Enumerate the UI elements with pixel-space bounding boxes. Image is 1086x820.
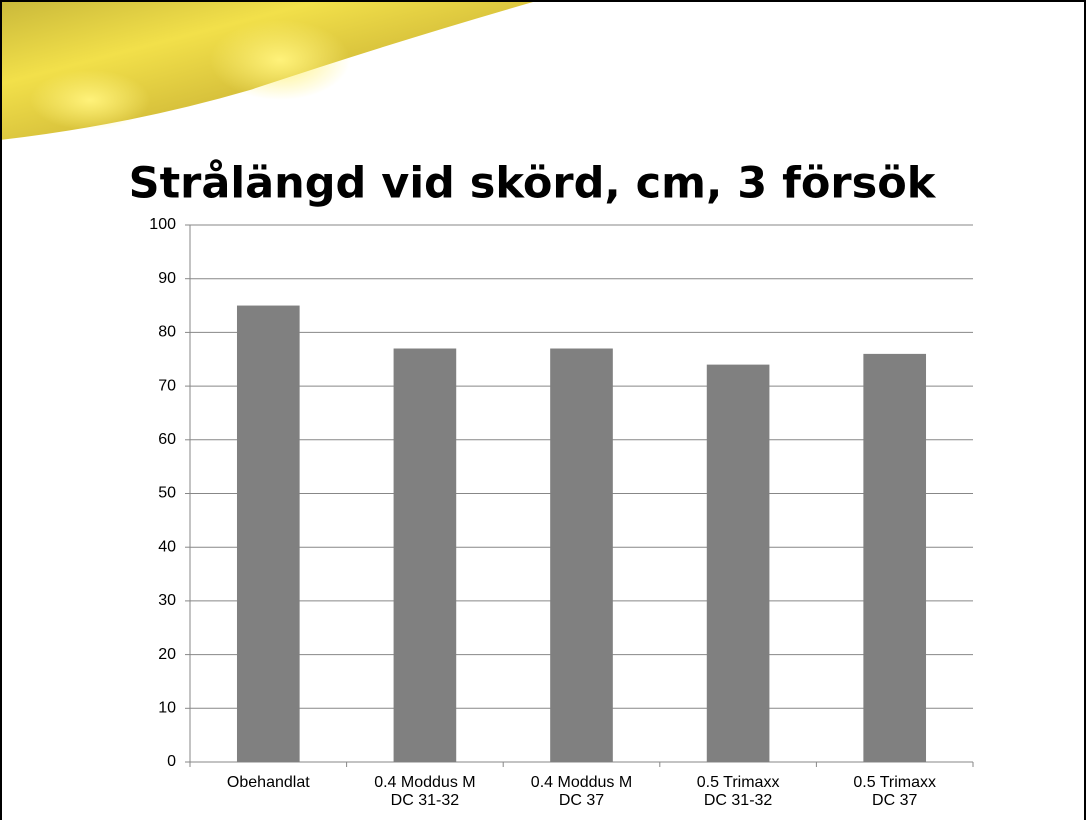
bar — [550, 349, 613, 762]
y-tick-label: 70 — [158, 377, 176, 394]
y-tick-label: 0 — [167, 753, 176, 770]
bar — [707, 365, 770, 762]
bar — [394, 349, 457, 762]
y-tick-label: 20 — [158, 646, 176, 663]
y-tick-label: 100 — [149, 216, 176, 233]
bar — [863, 354, 926, 762]
x-tick-label: Obehandlat — [227, 774, 310, 791]
y-tick-label: 60 — [158, 431, 176, 448]
y-tick-label: 50 — [158, 485, 176, 502]
y-tick-label: 10 — [158, 700, 176, 717]
page: {"chart_data": {"type": "bar", "title": … — [0, 0, 1086, 820]
y-tick-label: 30 — [158, 592, 176, 609]
y-tick-label: 90 — [158, 270, 176, 287]
header-image-highlight — [30, 70, 150, 130]
header-image-highlight — [210, 20, 350, 100]
y-tick-label: 40 — [158, 538, 176, 555]
chart-title: Strålängd vid skörd, cm, 3 försök — [129, 159, 937, 209]
y-tick-label: 80 — [158, 324, 176, 341]
bar — [237, 306, 300, 762]
slide: Strålängd vid skörd, cm, 3 försök 0 10 20 3… — [0, 0, 1086, 820]
